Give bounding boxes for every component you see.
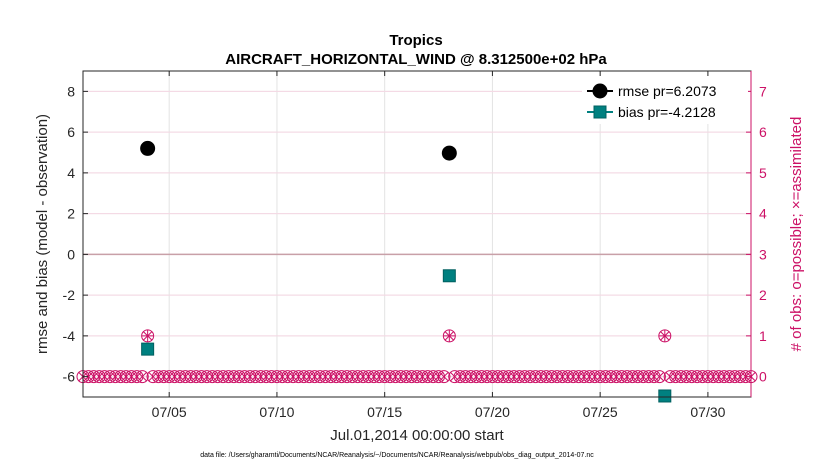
obs-assimilated-marker: [137, 371, 148, 382]
y2-axis-ticks: 0 1 2 3 4 5 6 7: [746, 83, 767, 385]
x-tick-label: 07/10: [259, 404, 294, 420]
obs-possible-marker: [437, 370, 451, 384]
legend-rmse-label: rmse pr=6.2073: [618, 83, 717, 99]
obs-possible-marker: [652, 370, 666, 384]
y-tick-label: 8: [67, 83, 75, 99]
x-axis-label: Jul.01,2014 00:00:00 start: [330, 427, 504, 444]
bias-point: [658, 389, 672, 403]
chart-title: Tropics: [389, 32, 442, 49]
y2-tick-label: 1: [759, 328, 767, 344]
x-tick-label: 07/30: [690, 404, 725, 420]
y-tick-label: 2: [67, 206, 75, 222]
chart-subtitle: AIRCRAFT_HORIZONTAL_WIND @ 8.312500e+02 …: [225, 51, 607, 68]
obs-count-markers: [76, 329, 758, 384]
y2-tick-label: 2: [759, 287, 767, 303]
y-axis-ticks: -6 -4 -2 0 2 4 6 8: [63, 83, 88, 385]
obs-assimilated-marker: [439, 371, 449, 382]
y-tick-label: -6: [63, 369, 76, 385]
y-tick-label: 4: [67, 165, 75, 181]
data-file-footnote: data file: /Users/gharamti/Documents/NCA…: [200, 452, 594, 459]
rmse-point: [441, 145, 457, 161]
y2-tick-label: 6: [759, 124, 767, 140]
y2-tick-label: 7: [759, 83, 767, 99]
x-tick-label: 07/25: [583, 404, 618, 420]
legend-rmse-marker: [592, 83, 608, 99]
y-axis-label: rmse and bias (model - observation): [34, 114, 51, 354]
obs-possible-marker: [135, 370, 149, 384]
legend: rmse pr=6.2073 bias pr=-4.2128: [582, 76, 748, 124]
y-tick-label: 0: [67, 246, 75, 262]
legend-bias-label: bias pr=-4.2128: [618, 104, 716, 120]
bias-point: [442, 269, 456, 283]
y2-axis-label: # of obs: o=possible; ×=assimilated: [788, 117, 805, 352]
x-axis-ticks: 07/05 07/10 07/15 07/20 07/25 07/30: [152, 71, 726, 420]
y-tick-label: -4: [63, 328, 76, 344]
y2-tick-label: 3: [759, 246, 767, 262]
obs-assimilated-marker: [654, 371, 665, 382]
y2-tick-label: 4: [759, 206, 767, 222]
y2-tick-label: 0: [759, 369, 767, 385]
legend-box: [582, 76, 748, 124]
rmse-point: [140, 140, 156, 156]
y-tick-label: 6: [67, 124, 75, 140]
bias-point: [141, 342, 155, 356]
legend-bias-marker: [593, 105, 607, 119]
x-tick-label: 07/15: [367, 404, 402, 420]
y-tick-label: -2: [63, 287, 76, 303]
x-tick-label: 07/05: [152, 404, 187, 420]
x-tick-label: 07/20: [475, 404, 510, 420]
y2-tick-label: 5: [759, 165, 767, 181]
